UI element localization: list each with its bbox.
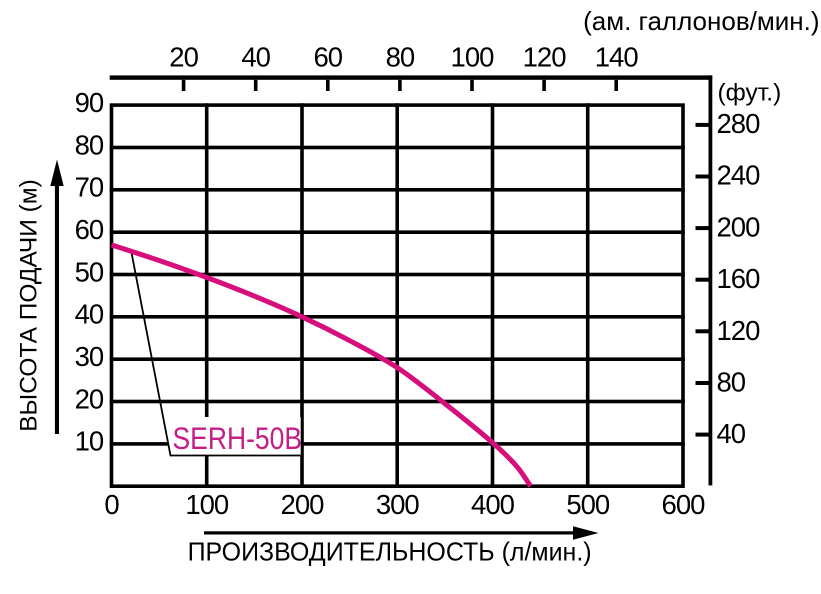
svg-text:0: 0 xyxy=(104,489,119,520)
svg-text:600: 600 xyxy=(662,489,706,520)
svg-text:60: 60 xyxy=(314,41,343,72)
svg-text:(фут.): (фут.) xyxy=(718,79,782,106)
svg-text:70: 70 xyxy=(75,172,104,203)
svg-text:10: 10 xyxy=(75,426,104,457)
svg-text:20: 20 xyxy=(75,383,104,414)
svg-text:ПРОИЗВОДИТЕЛЬНОСТЬ (л/мин.): ПРОИЗВОДИТЕЛЬНОСТЬ (л/мин.) xyxy=(188,537,592,567)
svg-text:160: 160 xyxy=(717,263,761,294)
svg-text:500: 500 xyxy=(566,489,610,520)
svg-text:40: 40 xyxy=(241,41,270,72)
svg-text:200: 200 xyxy=(717,212,761,243)
svg-text:40: 40 xyxy=(717,418,746,449)
svg-text:100: 100 xyxy=(451,41,495,72)
svg-text:240: 240 xyxy=(717,160,761,191)
svg-text:SERH-50B: SERH-50B xyxy=(173,420,303,456)
svg-text:200: 200 xyxy=(281,489,325,520)
svg-text:20: 20 xyxy=(169,41,198,72)
svg-text:30: 30 xyxy=(75,341,104,372)
svg-text:280: 280 xyxy=(717,108,761,139)
svg-text:80: 80 xyxy=(386,41,415,72)
svg-text:100: 100 xyxy=(185,489,229,520)
svg-text:40: 40 xyxy=(75,299,104,330)
svg-text:120: 120 xyxy=(717,315,761,346)
svg-text:140: 140 xyxy=(595,41,639,72)
svg-text:300: 300 xyxy=(376,489,420,520)
svg-text:120: 120 xyxy=(523,41,567,72)
svg-text:50: 50 xyxy=(75,256,104,287)
svg-text:400: 400 xyxy=(471,489,515,520)
svg-text:80: 80 xyxy=(717,367,746,398)
svg-text:60: 60 xyxy=(75,214,104,245)
svg-text:90: 90 xyxy=(75,87,104,118)
svg-text:(ам. галлонов/мин.): (ам. галлонов/мин.) xyxy=(583,6,819,36)
svg-text:ВЫСОТА ПОДАЧИ (м): ВЫСОТА ПОДАЧИ (м) xyxy=(16,179,43,432)
svg-text:80: 80 xyxy=(75,129,104,160)
